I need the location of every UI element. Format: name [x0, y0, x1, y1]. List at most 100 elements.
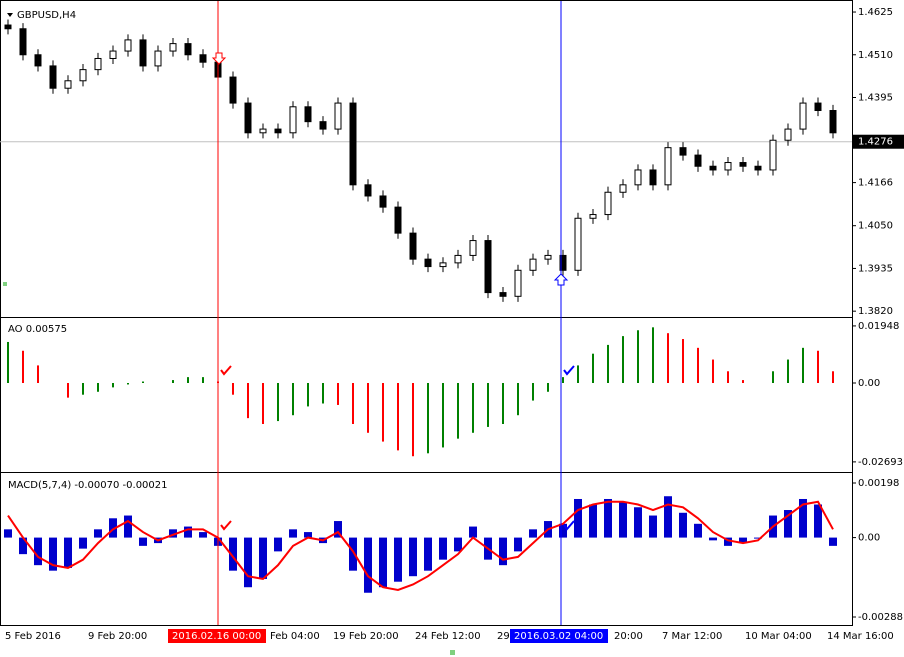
check-mark	[220, 520, 232, 531]
candle-body	[559, 254, 567, 271]
macd-bar	[829, 537, 837, 546]
macd-bar	[559, 523, 567, 538]
macd-bar	[4, 529, 12, 538]
marker-label-box	[168, 629, 266, 643]
candle-body	[484, 240, 492, 294]
macd-bar	[754, 537, 762, 539]
candle-body	[634, 169, 642, 186]
macd-bar	[169, 529, 177, 538]
candle-body	[514, 269, 522, 297]
candle-body	[319, 121, 327, 130]
candle-body	[79, 69, 87, 82]
macd-bar	[394, 537, 402, 582]
candle-body	[799, 102, 807, 130]
candle-body	[394, 206, 402, 234]
sell-arrow	[211, 52, 227, 65]
candle-body	[94, 57, 102, 71]
candle-body	[604, 191, 612, 216]
candle-body	[829, 110, 837, 134]
candle-body	[649, 169, 657, 186]
y-tick-label: 0.00	[858, 378, 880, 389]
candle-body	[244, 102, 252, 134]
candle-body	[19, 28, 27, 56]
macd-bar	[424, 537, 432, 571]
resize-handle	[3, 282, 7, 286]
x-tick-label: 9 Feb 20:00	[88, 631, 147, 642]
x-tick-label: 10 Mar 04:00	[745, 631, 812, 642]
candle-body	[64, 80, 72, 89]
macd-bar	[199, 532, 207, 538]
macd-bar	[619, 501, 627, 538]
macd-bar	[49, 537, 57, 571]
macd-bar	[274, 537, 282, 552]
last-price-box	[853, 134, 904, 149]
macd-bar	[589, 504, 597, 538]
candle-body	[4, 24, 12, 30]
candle-body	[124, 39, 132, 52]
candle-body	[169, 43, 177, 52]
candle-body	[229, 76, 237, 104]
macd-bar	[334, 521, 342, 538]
marker-label: 2016.03.02 04:00	[514, 631, 603, 642]
last-price-label: 1.4276	[858, 137, 893, 148]
signal-line	[7, 500, 834, 592]
indicator-title: AO 0.00575	[8, 324, 67, 335]
macd-bar	[304, 532, 312, 538]
candle-body	[469, 240, 477, 256]
candle-body	[424, 258, 432, 268]
macd-bar	[664, 496, 672, 538]
y-tick-label: 1.4166	[858, 178, 893, 189]
resize-handle	[450, 650, 455, 655]
macd-bar	[259, 537, 267, 579]
y-tick-label: -0.00288	[858, 612, 903, 623]
candle-body	[184, 43, 192, 56]
y-tick-label: 1.4510	[858, 50, 893, 61]
candle-body	[544, 254, 552, 260]
macd-bar	[709, 537, 717, 541]
macd-bar	[289, 529, 297, 538]
candle-body	[724, 162, 732, 171]
macd-bar	[79, 537, 87, 549]
y-tick-label: 1.4395	[858, 93, 893, 104]
macd-bar	[634, 507, 642, 538]
macd-bar	[229, 537, 237, 571]
candle-body	[349, 102, 357, 186]
candle-body	[139, 39, 147, 67]
buy-arrow	[553, 273, 569, 286]
candle-body	[664, 147, 672, 186]
macd-bar	[739, 537, 747, 544]
macd-bar	[34, 537, 42, 566]
macd-bar	[799, 498, 807, 538]
macd-bar	[514, 537, 522, 552]
x-tick-label: 24 Feb 12:00	[415, 631, 481, 642]
y-tick-label: 0.00198	[858, 478, 899, 489]
candle-body	[454, 254, 462, 264]
candle-body	[109, 50, 117, 59]
x-tick-label: 5 Feb 2016	[5, 631, 61, 642]
candle-body	[364, 184, 372, 197]
macd-bar	[139, 537, 147, 546]
macd-bar	[499, 537, 507, 566]
y-tick-label: 1.4050	[858, 221, 893, 232]
candle-body	[499, 292, 507, 297]
check-mark	[563, 365, 575, 376]
macd-bar	[94, 529, 102, 538]
macd-bar	[454, 537, 462, 552]
macd-bar	[364, 537, 372, 593]
plot-frame	[0, 0, 853, 626]
candle-body	[574, 217, 582, 271]
candle-body	[769, 139, 777, 171]
macd-bar	[109, 518, 117, 538]
check-mark	[220, 365, 232, 376]
candle-body	[379, 195, 387, 208]
x-tick-label: 7 Mar 12:00	[662, 631, 722, 642]
candle-body	[619, 184, 627, 193]
macd-bar	[574, 498, 582, 538]
indicator-title: MACD(5,7,4) -0.00070 -0.00021	[8, 480, 168, 491]
symbol-menu-icon[interactable]	[7, 13, 13, 17]
y-tick-label: 0.01948	[858, 321, 899, 332]
macd-bar	[469, 526, 477, 538]
check-mark	[563, 520, 575, 531]
x-tick-label: 20:00	[614, 631, 643, 642]
y-tick-label: 0.00	[858, 533, 880, 544]
